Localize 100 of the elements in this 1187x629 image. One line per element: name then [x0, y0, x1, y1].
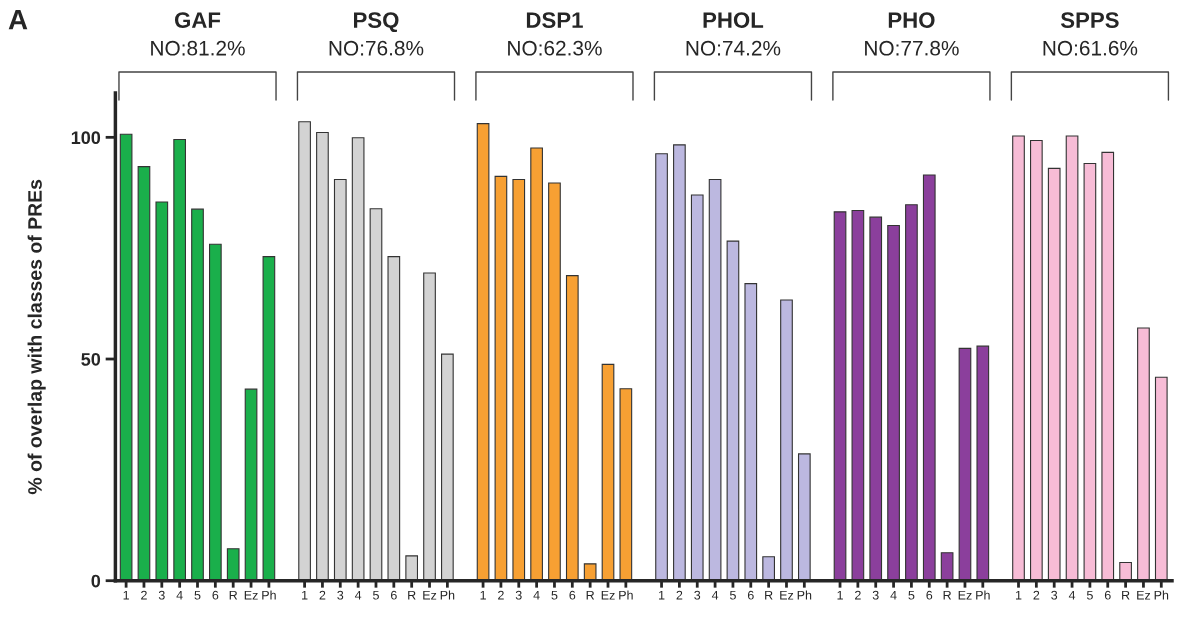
bar — [405, 555, 419, 581]
bar — [298, 121, 311, 581]
text: GAF — [174, 12, 221, 28]
x-tick-label: R — [1122, 590, 1130, 600]
x-tick-label: 4 — [711, 590, 719, 600]
bar — [851, 209, 865, 581]
bar — [583, 563, 597, 581]
bar — [708, 178, 722, 581]
bar — [833, 211, 847, 581]
x-tick-label: Ez — [1137, 590, 1151, 600]
x-tick-label: 1 — [837, 590, 843, 600]
bar — [780, 299, 793, 581]
x-tick-label: R — [765, 590, 773, 600]
bar — [690, 194, 704, 581]
x-tick-label: 2 — [1033, 590, 1040, 600]
x-tick-label: 3 — [158, 590, 165, 600]
x-tick-label: 6 — [390, 590, 397, 600]
x-tick-label: Ph — [1154, 590, 1169, 600]
x-tick-label: 1 — [480, 590, 486, 600]
x-tick-label: 5 — [908, 590, 915, 600]
text: SPPS — [1060, 12, 1119, 28]
bar — [601, 363, 615, 581]
x-tick-label: 2 — [498, 590, 504, 600]
x-tick-label: 5 — [1086, 590, 1093, 600]
x-tick-label: 2 — [855, 590, 861, 600]
bar — [1029, 139, 1043, 581]
bar — [1101, 151, 1115, 581]
text: PHOL — [703, 12, 764, 28]
x-tick-label: 5 — [373, 590, 379, 600]
x-tick-label: Ez — [958, 590, 972, 600]
x-tick-label: 4 — [533, 590, 540, 600]
y-tick-label: 100 — [71, 131, 101, 145]
bar — [1154, 376, 1168, 581]
x-tick-label: 6 — [747, 590, 754, 600]
bar — [369, 208, 383, 581]
bar — [1065, 135, 1079, 581]
bar — [940, 552, 954, 581]
x-tick-label: 3 — [1051, 590, 1058, 600]
x-tick-label: Ph — [797, 590, 812, 600]
x-tick-label: 1 — [1015, 590, 1022, 600]
bar — [1137, 327, 1150, 581]
x-tick-label: Ph — [976, 590, 990, 600]
text: DSP1 — [526, 12, 583, 28]
bar — [244, 388, 258, 581]
x-tick-label: Ph — [440, 590, 455, 600]
bar — [887, 225, 900, 581]
text: NO:81.2% — [151, 40, 245, 56]
x-tick-label: 4 — [1068, 590, 1076, 600]
x-tick-label: 2 — [141, 590, 147, 600]
bar — [173, 138, 187, 581]
bar — [351, 137, 365, 581]
x-tick-label: 4 — [890, 590, 897, 600]
text: NO:77.8% — [865, 40, 959, 56]
x-tick-label: R — [229, 590, 238, 600]
bar — [744, 283, 758, 581]
x-tick-label: 5 — [551, 590, 558, 600]
bar — [530, 147, 543, 581]
x-tick-label: Ph — [619, 590, 633, 600]
x-tick-label: R — [408, 590, 416, 600]
bar — [565, 275, 579, 581]
x-tick-label: 6 — [569, 590, 576, 600]
text: PHO — [888, 12, 935, 28]
bar — [673, 144, 686, 581]
x-tick-label: 6 — [926, 590, 933, 600]
x-tick-label: Ez — [601, 590, 615, 600]
x-tick-label: 2 — [676, 590, 683, 600]
bar — [869, 216, 883, 581]
text: PSQ — [354, 12, 399, 33]
x-tick-label: 1 — [302, 590, 308, 600]
bar — [726, 240, 740, 581]
x-tick-label: Ez — [423, 590, 437, 600]
bar — [762, 556, 775, 581]
text: NO:61.6% — [1043, 40, 1138, 56]
bar — [208, 243, 222, 581]
bar — [1047, 167, 1061, 581]
bar — [548, 182, 561, 581]
bar — [494, 175, 508, 581]
bar — [976, 345, 990, 581]
x-tick-label: 4 — [354, 590, 362, 600]
x-tick-label: 1 — [659, 590, 665, 600]
text: NO:74.2% — [686, 40, 781, 56]
x-tick-label: Ez — [780, 590, 794, 600]
bar — [155, 201, 169, 581]
bar — [387, 256, 401, 581]
x-tick-label: 5 — [194, 590, 201, 600]
bar — [137, 166, 151, 581]
text: NO:62.3% — [508, 40, 602, 56]
x-tick-label: 2 — [319, 590, 326, 600]
bar — [226, 548, 240, 581]
bar — [262, 256, 276, 581]
bar — [476, 123, 490, 581]
x-tick-label: 6 — [212, 590, 219, 600]
x-tick-label: 1 — [123, 590, 129, 600]
bar — [1119, 561, 1132, 581]
x-tick-label: Ph — [262, 590, 276, 600]
bar — [423, 272, 436, 581]
bar — [797, 453, 811, 581]
bar — [441, 353, 454, 581]
bar — [922, 174, 936, 581]
bar — [958, 347, 972, 581]
